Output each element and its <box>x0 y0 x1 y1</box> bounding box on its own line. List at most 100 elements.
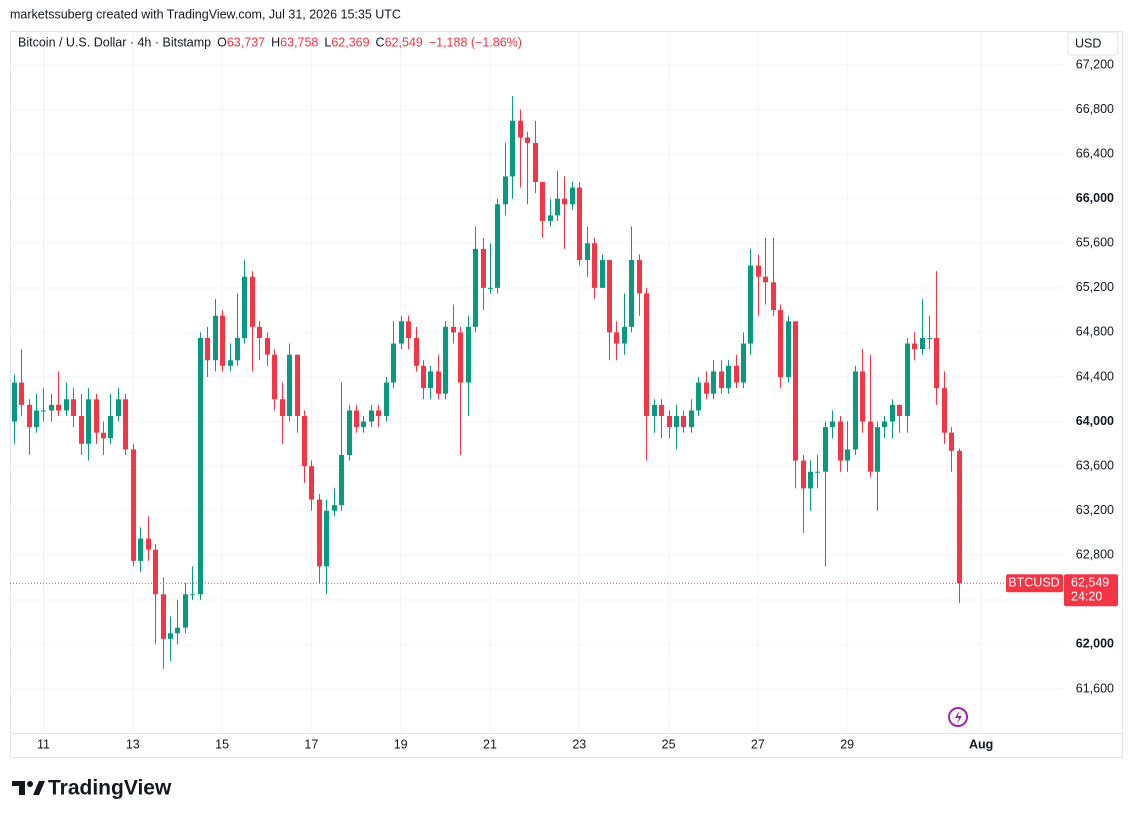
candle-body <box>34 410 39 428</box>
candle-body <box>674 415 679 428</box>
x-tick-label: 29 <box>840 737 854 751</box>
candle-body <box>27 404 32 428</box>
candle-body <box>696 382 701 411</box>
candle-body <box>183 594 188 628</box>
candle-body <box>614 332 619 344</box>
candle-body <box>957 450 962 584</box>
x-tick-label: 17 <box>304 737 318 751</box>
candle-body <box>354 410 359 428</box>
ohlc-value: 63,737 <box>227 35 265 49</box>
candle-body <box>391 343 396 383</box>
candle-body <box>830 421 835 428</box>
candle-body <box>242 276 247 338</box>
candle-body <box>280 399 285 416</box>
y-tick-label: 66,000 <box>1076 191 1114 205</box>
price-tag-label: 62,549 <box>1071 576 1109 590</box>
symbol-label: BTCUSD <box>1008 576 1059 590</box>
candle-body <box>533 142 538 182</box>
candle-body <box>570 187 575 205</box>
candle-body <box>905 343 910 416</box>
candle-body <box>667 415 672 428</box>
candle-body <box>71 399 76 416</box>
currency-button[interactable] <box>1067 31 1119 56</box>
candle-body <box>101 432 106 439</box>
candle-body <box>421 365 426 389</box>
y-tick-label: 63,200 <box>1076 503 1114 517</box>
candle-body <box>19 382 24 405</box>
candle-body <box>131 449 136 561</box>
candle-body <box>786 321 791 377</box>
candle-body <box>778 310 783 377</box>
candle-body <box>681 415 686 428</box>
candle-body <box>622 326 627 344</box>
candle-body <box>845 449 850 461</box>
x-tick-label: 27 <box>751 737 765 751</box>
candle-body <box>138 538 143 561</box>
candle-body <box>495 204 500 288</box>
tv-logo <box>12 781 45 795</box>
candle-body <box>361 421 366 428</box>
x-tick-label: Aug <box>969 737 993 751</box>
ohlc-letter: C <box>376 35 385 49</box>
candle-body <box>108 415 113 439</box>
candle-body <box>235 337 240 361</box>
candle-body <box>577 187 582 260</box>
change-value: −1,188 (−1.86%) <box>429 35 522 49</box>
candle-body <box>793 321 798 461</box>
candle-body <box>79 415 84 444</box>
y-tick-label: 65,600 <box>1076 236 1114 250</box>
candle-body <box>146 538 151 550</box>
x-tick-label: 23 <box>572 737 586 751</box>
candle-body <box>525 137 530 143</box>
candle-body <box>332 505 337 511</box>
candle-body <box>853 371 858 450</box>
candle-body <box>562 198 567 205</box>
y-tick-label: 66,400 <box>1076 146 1114 160</box>
candle-body <box>428 371 433 389</box>
y-tick-label: 66,800 <box>1076 102 1114 116</box>
x-tick-label: 13 <box>126 737 140 751</box>
candle-body <box>629 259 634 327</box>
candle-body <box>704 382 709 394</box>
candle-body <box>451 326 456 333</box>
candle-body <box>399 321 404 344</box>
candle-body <box>510 120 515 177</box>
candle-body <box>600 259 605 288</box>
candle-body <box>466 326 471 383</box>
candle-body <box>488 287 493 289</box>
candle-body <box>228 360 233 366</box>
candle-body <box>748 265 753 344</box>
candle-body <box>473 248 478 327</box>
x-tick-label: 15 <box>215 737 229 751</box>
y-tick-label: 61,600 <box>1076 681 1114 695</box>
x-tick-label: 21 <box>483 737 497 751</box>
y-tick-label: 63,600 <box>1076 458 1114 472</box>
y-tick-label: 62,000 <box>1076 637 1114 651</box>
candle-body <box>384 382 389 416</box>
candle-body <box>711 371 716 394</box>
candle-body <box>161 594 166 639</box>
x-tick-label: 19 <box>394 737 408 751</box>
candle-body <box>808 471 813 489</box>
candle-body <box>912 343 917 350</box>
candle-body <box>771 282 776 311</box>
candle-body <box>369 410 374 422</box>
y-tick-label: 67,200 <box>1076 57 1114 71</box>
candle-body <box>585 243 590 260</box>
y-tick-label: 64,000 <box>1076 414 1114 428</box>
candle-body <box>875 427 880 472</box>
candle-body <box>689 410 694 428</box>
candle-body <box>198 337 203 595</box>
candle-body <box>934 337 939 389</box>
currency-label[interactable]: USD <box>1075 36 1101 50</box>
candle-body <box>607 259 612 333</box>
ohlc-value: 62,549 <box>385 35 423 49</box>
candle-body <box>175 627 180 634</box>
candle-body <box>637 259 642 294</box>
candle-body <box>376 410 381 416</box>
candle-body <box>555 198 560 216</box>
candle-body <box>49 404 54 411</box>
candle-body <box>56 404 61 411</box>
candle-body <box>652 404 657 416</box>
